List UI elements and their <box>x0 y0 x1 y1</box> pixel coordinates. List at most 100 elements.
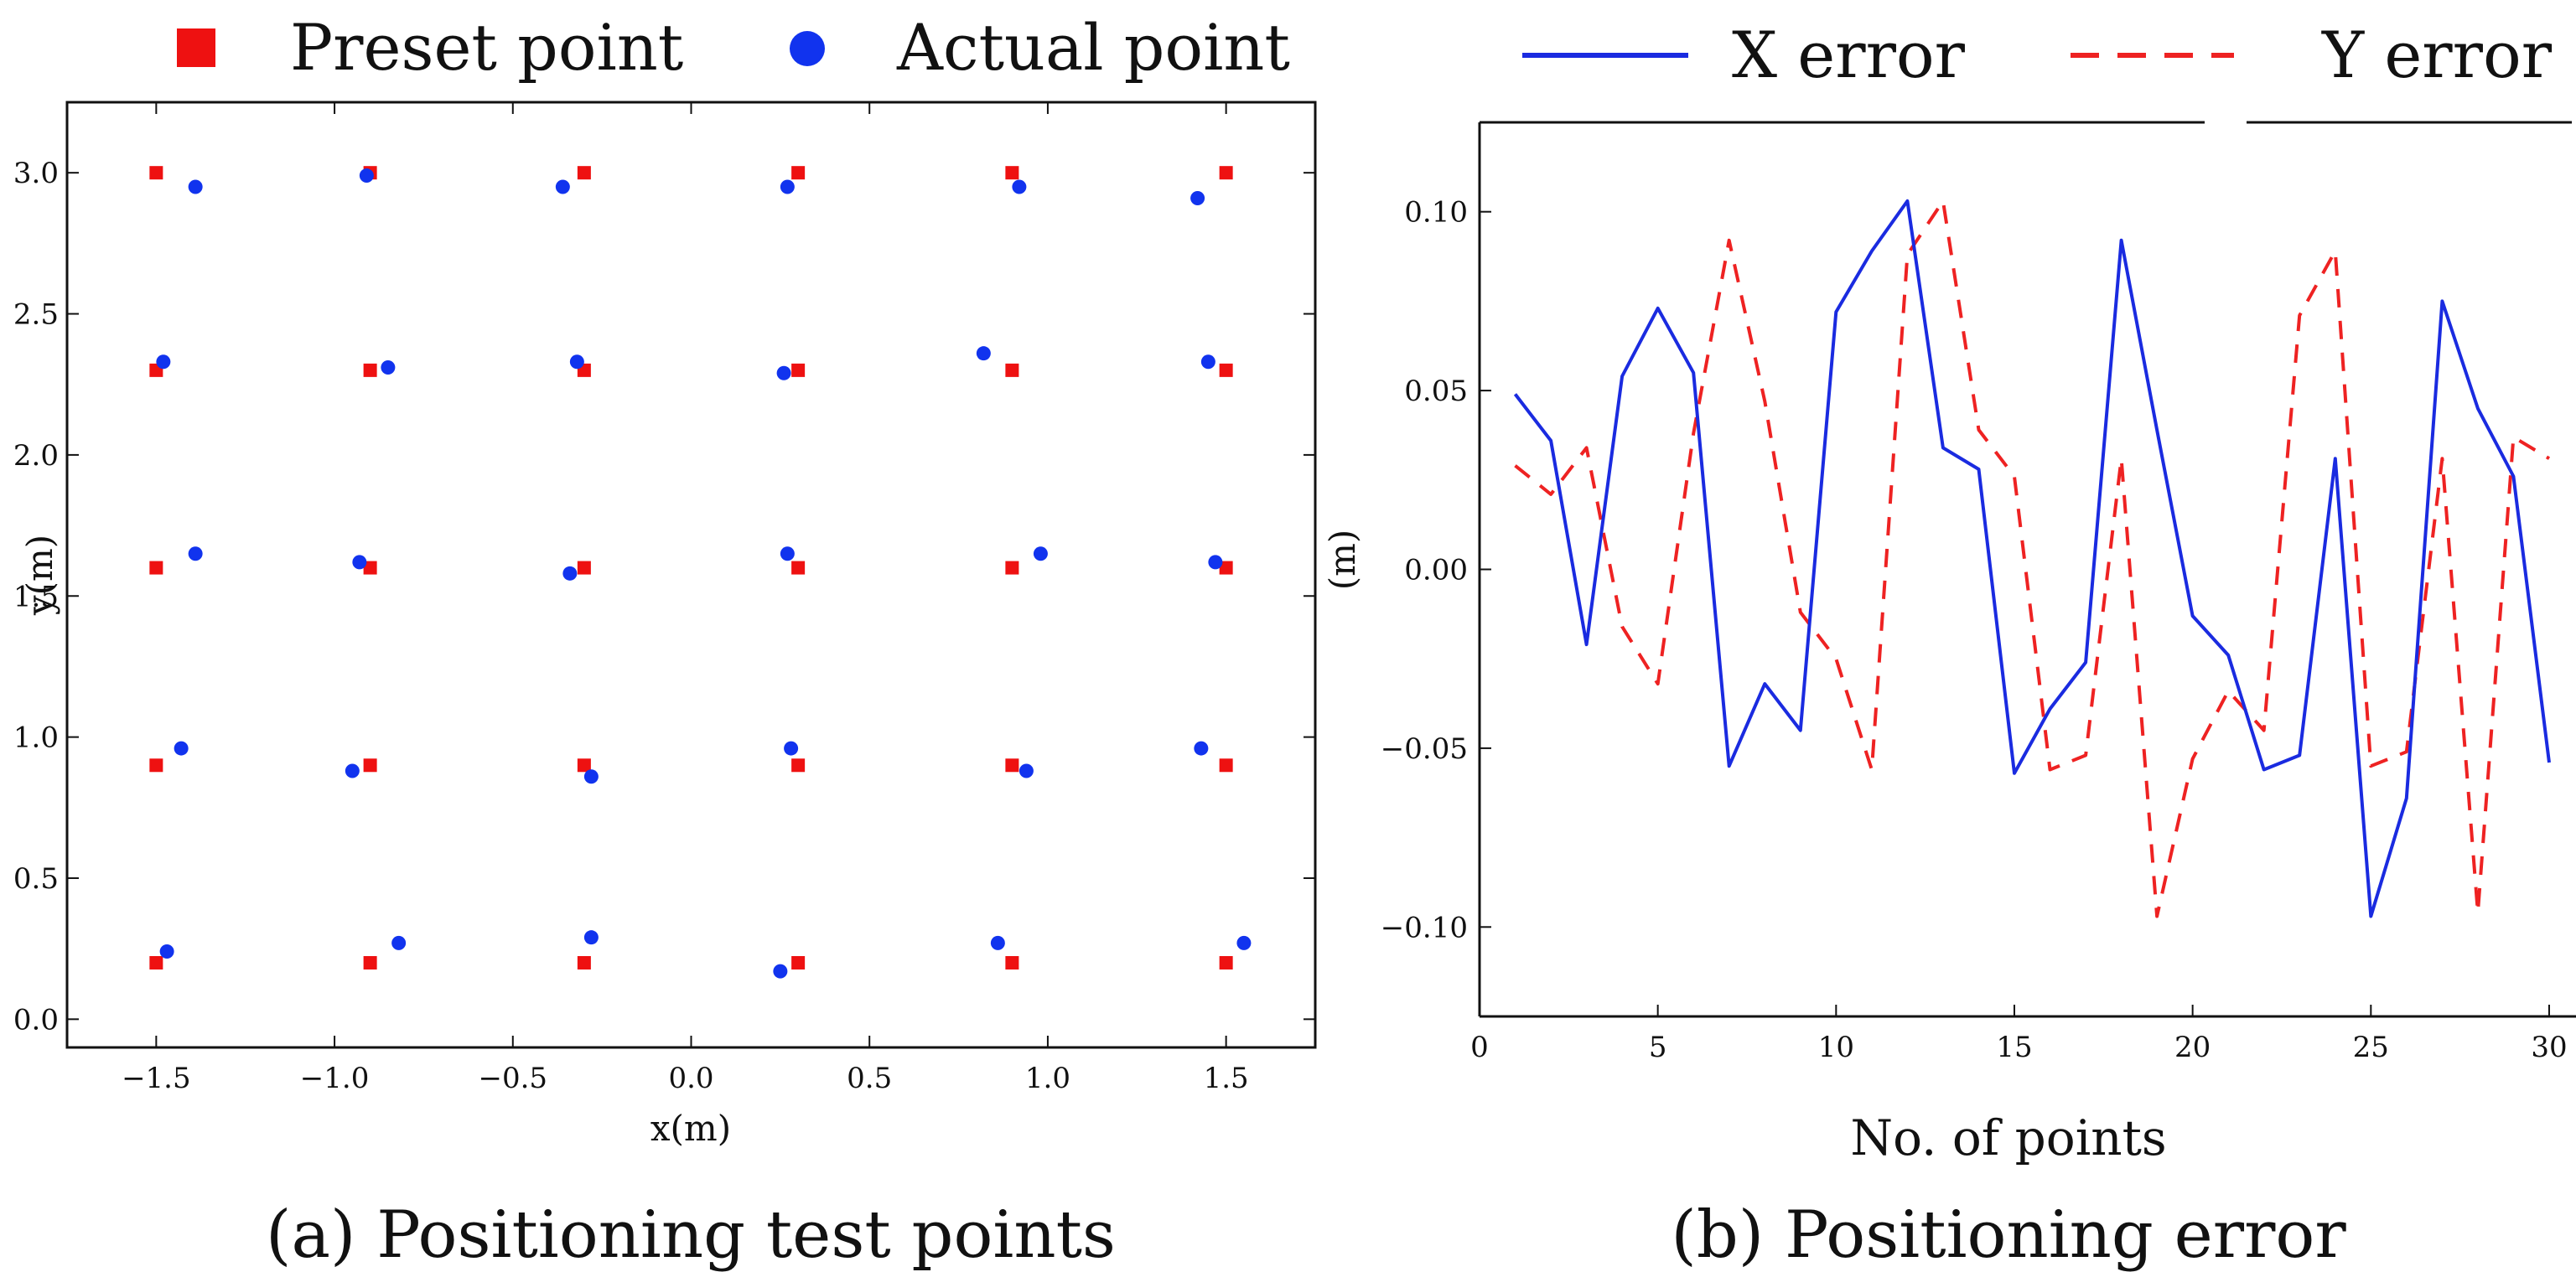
legend-a: Preset point Actual point <box>177 10 1290 85</box>
marks-a <box>149 166 1252 979</box>
actual-point <box>1208 555 1223 570</box>
legend-actual-label: Actual point <box>896 10 1290 85</box>
actual-point <box>352 555 367 570</box>
preset-point <box>149 166 163 180</box>
preset-point <box>1219 166 1233 180</box>
y-tick-label-a: 0.5 <box>13 862 59 896</box>
x-tick-label-b: 10 <box>1818 1031 1854 1064</box>
y-tick-label-b: −0.05 <box>1381 732 1468 766</box>
preset-point <box>1219 363 1233 377</box>
actual-point <box>359 168 374 184</box>
legend-preset-marker <box>177 28 215 67</box>
y-tick-label-a: 2.5 <box>13 298 59 332</box>
marks-b <box>1513 199 2551 918</box>
preset-point <box>363 955 377 970</box>
actual-point <box>381 360 396 375</box>
actual-point <box>583 769 599 784</box>
actual-point <box>1012 179 1027 194</box>
legend-b: X error Y error <box>1522 18 2553 92</box>
ylabel-a: y(m) <box>19 535 60 616</box>
preset-point <box>363 758 377 773</box>
actual-point <box>1190 190 1205 205</box>
preset-point <box>1005 363 1019 377</box>
x-tick-label-b: 0 <box>1470 1031 1489 1064</box>
actual-point <box>156 354 171 370</box>
x-tick-label-a: 0.0 <box>668 1062 713 1095</box>
xlabel-b: No. of points <box>1850 1109 2166 1166</box>
actual-point <box>391 935 407 950</box>
ylabel-b: (m) <box>1322 530 1363 591</box>
x-tick-label-a: −0.5 <box>479 1062 548 1095</box>
y-error-line <box>1514 199 2551 918</box>
caption-a: (a) Positioning test points <box>266 1197 1116 1272</box>
preset-point <box>363 561 377 575</box>
actual-point <box>780 179 795 194</box>
legend-actual-marker <box>790 31 825 66</box>
legend-xerror-label: X error <box>1732 18 1966 92</box>
preset-point <box>363 363 377 377</box>
preset-point <box>149 955 163 970</box>
preset-point <box>791 955 806 970</box>
legend-preset-label: Preset point <box>290 10 683 85</box>
preset-point <box>1219 955 1233 970</box>
preset-point <box>149 758 163 773</box>
actual-point <box>159 944 174 959</box>
y-tick-label-a: 0.0 <box>13 1003 59 1037</box>
y-tick-label-a: 3.0 <box>13 157 59 190</box>
y-tick-label-a: 1.0 <box>13 721 59 755</box>
xlabel-a: x(m) <box>650 1108 731 1149</box>
preset-point <box>577 955 591 970</box>
caption-b: (b) Positioning error <box>1671 1197 2346 1272</box>
x-tick-label-a: −1.5 <box>122 1062 191 1095</box>
preset-point <box>577 561 591 575</box>
preset-point <box>1005 166 1019 180</box>
x-tick-label-a: 1.5 <box>1204 1062 1249 1095</box>
actual-point <box>555 179 570 194</box>
x-tick-label-a: 1.0 <box>1025 1062 1070 1095</box>
actual-point <box>784 741 799 756</box>
preset-point <box>1005 758 1019 773</box>
x-tick-label-b: 15 <box>1996 1031 2032 1064</box>
preset-point <box>1005 955 1019 970</box>
actual-point <box>1200 354 1215 370</box>
actual-point <box>1018 763 1034 778</box>
y-tick-label-a: 2.0 <box>13 439 59 473</box>
y-tick-label-b: 0.00 <box>1404 554 1468 587</box>
y-tick-label-b: −0.10 <box>1381 911 1468 944</box>
actual-point <box>188 179 203 194</box>
y-tick-label-a: 1.5 <box>13 580 59 613</box>
actual-point <box>976 346 991 361</box>
preset-point <box>577 758 591 773</box>
preset-point <box>791 166 806 180</box>
panel-b: 0 5 10 15 20 25 30 0.10 0.05 0.00 −0.05 −0.10 No. o… <box>1322 121 2576 1166</box>
actual-point <box>1033 546 1048 561</box>
ticks-a: −1.5 −1.0 −0.5 0.0 0.5 1.0 1.5 0.0 0.5 1.0 1.5 2.0 2… <box>13 102 1315 1095</box>
x-tick-label-b: 5 <box>1649 1031 1667 1064</box>
x-tick-label-b: 25 <box>2353 1031 2389 1064</box>
preset-point <box>791 363 806 377</box>
actual-point <box>990 935 1005 950</box>
preset-point <box>1219 758 1233 773</box>
preset-point <box>149 561 163 575</box>
x-tick-label-a: 0.5 <box>847 1062 892 1095</box>
actual-point <box>1236 935 1252 950</box>
ticks-b: 0 5 10 15 20 25 30 0.10 0.05 0.00 −0.05 −0.10 <box>1381 196 2568 1064</box>
actual-point <box>583 930 599 945</box>
y-tick-label-b: 0.05 <box>1404 375 1468 408</box>
preset-point <box>791 561 806 575</box>
x-tick-label-b: 20 <box>2174 1031 2211 1064</box>
actual-point <box>569 354 584 370</box>
panel-a: −1.5 −1.0 −0.5 0.0 0.5 1.0 1.5 0.0 0.5 1.0 1.5 2.0 2… <box>13 101 1317 1149</box>
legend-yerror-label: Y error <box>2321 18 2553 92</box>
actual-point <box>188 546 203 561</box>
actual-point <box>776 365 791 380</box>
actual-point <box>562 566 578 581</box>
y-tick-label-b: 0.10 <box>1404 196 1468 230</box>
actual-point <box>174 741 189 756</box>
plot-frame-a <box>65 101 1317 1049</box>
x-tick-label-a: −1.0 <box>300 1062 370 1095</box>
preset-point <box>791 758 806 773</box>
actual-point <box>345 763 360 778</box>
actual-point <box>1194 741 1209 756</box>
